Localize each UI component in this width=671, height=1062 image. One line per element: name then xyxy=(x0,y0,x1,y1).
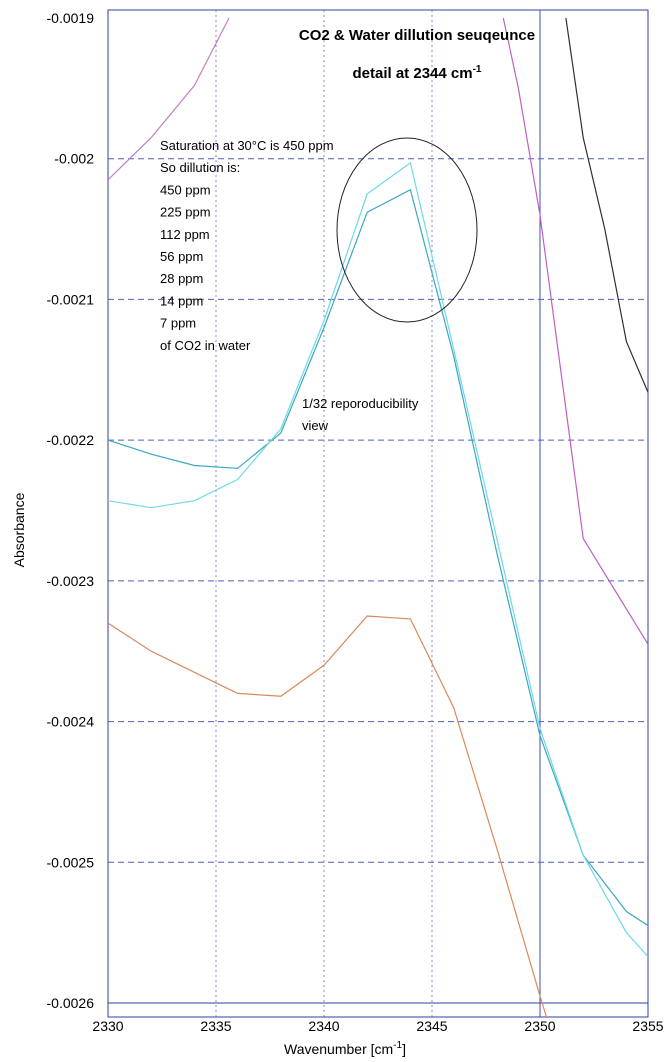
note-line: 56 ppm xyxy=(160,249,203,264)
x-axis-label-superscript: -1 xyxy=(393,1040,402,1051)
series-line-5 xyxy=(108,161,648,958)
note-line: So dillution is: xyxy=(160,160,240,175)
x-tick-label: 2330 xyxy=(92,1018,123,1034)
plot-frame xyxy=(107,9,649,1018)
dilution-note: Saturation at 30°C is 450 ppm So dillutio… xyxy=(160,138,334,353)
subtitle-text: detail at 2344 cm xyxy=(353,65,473,82)
y-tick-label: -0.0021 xyxy=(47,291,95,307)
note-line: 112 ppm xyxy=(160,227,210,242)
x-tick-label: 2345 xyxy=(416,1018,447,1034)
note-line: 14 ppm xyxy=(160,293,203,308)
x-tick-label: 2340 xyxy=(308,1018,339,1034)
x-axis-label: Wavenumber [cm-1] xyxy=(284,1040,406,1057)
x-tick-label: 2355 xyxy=(632,1018,663,1034)
peak-highlight-ellipse xyxy=(336,137,478,323)
x-tick-label: 2350 xyxy=(524,1018,555,1034)
x-tick-label: 2335 xyxy=(200,1018,231,1034)
note-line: 7 ppm xyxy=(160,316,196,331)
series-line-1 xyxy=(108,17,230,181)
x-axis-label-end: ] xyxy=(402,1041,406,1057)
y-tick-label: -0.0026 xyxy=(47,995,95,1011)
series-line-2 xyxy=(502,17,648,645)
note-line: 225 ppm xyxy=(160,205,211,220)
note-line: 28 ppm xyxy=(160,271,203,286)
series-group xyxy=(108,17,648,1017)
y-tick-label: -0.0025 xyxy=(47,854,95,870)
chart-title: CO2 & Water dillution seuqeunce xyxy=(299,27,535,44)
reproducibility-note: 1/32 reporoducibility view xyxy=(302,396,419,433)
repro-line: view xyxy=(302,418,329,433)
note-line: Saturation at 30°C is 450 ppm xyxy=(160,138,334,153)
note-line: of CO2 in water xyxy=(160,338,251,353)
y-tick-label: -0.0022 xyxy=(47,432,95,448)
x-axis-label-text: Wavenumber [cm xyxy=(284,1041,393,1057)
grid-lines xyxy=(107,10,649,1017)
x-tick-labels: 2330 2335 2340 2345 2350 2355 xyxy=(92,1018,663,1034)
note-line: 450 ppm xyxy=(160,182,211,197)
repro-line: 1/32 reporoducibility xyxy=(302,396,419,411)
y-axis-label: Absorbance xyxy=(11,492,27,567)
y-tick-label: -0.0024 xyxy=(47,714,95,730)
y-tick-labels: -0.0019 -0.002 -0.0021 -0.0022 -0.0023 -0.002… xyxy=(47,10,95,1011)
series-line-3 xyxy=(565,17,648,393)
series-line-6 xyxy=(108,615,548,1017)
chart-subtitle: detail at 2344 cm-1 xyxy=(353,64,482,82)
subtitle-superscript: -1 xyxy=(473,64,482,75)
y-tick-label: -0.002 xyxy=(54,151,94,167)
y-tick-label: -0.0023 xyxy=(47,573,95,589)
y-tick-label: -0.0019 xyxy=(47,10,95,26)
